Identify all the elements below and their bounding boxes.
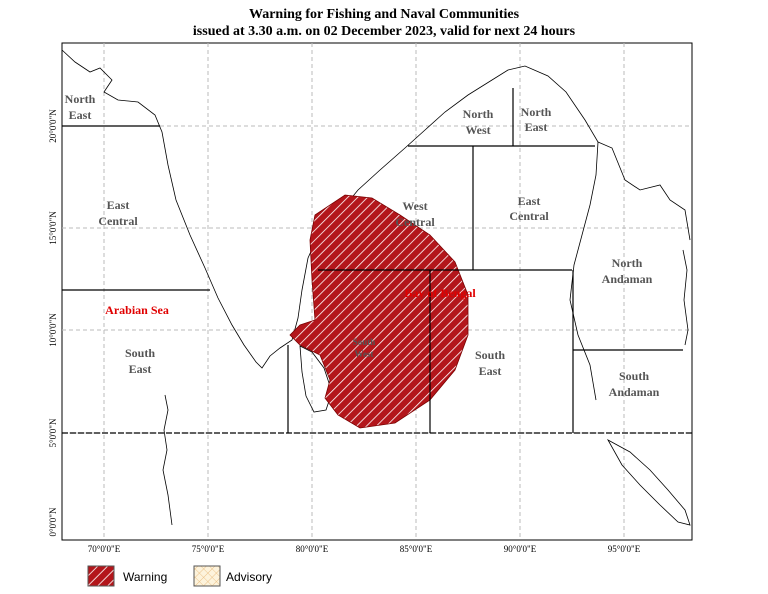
latitude-label: 5°0'0"N	[48, 418, 58, 447]
legend-label: Warning	[123, 570, 167, 584]
region-label: North	[521, 105, 552, 119]
sumatra	[606, 438, 691, 526]
subtitle: issued at 3.30 a.m. on 02 December 2023,…	[193, 24, 576, 39]
region-label: East	[107, 198, 130, 212]
longitude-labels: 70°0'0"E 75°0'0"E 80°0'0"E 85°0'0"E 90°0…	[88, 544, 641, 554]
region-label: East	[129, 362, 152, 376]
region-label: South	[475, 348, 505, 362]
legend-swatch	[193, 565, 221, 587]
warning-area	[289, 194, 469, 429]
sri-lanka	[299, 345, 333, 413]
coastline-path	[61, 49, 599, 401]
coastline	[61, 49, 691, 526]
latitude-label: 10°0'0"N	[48, 313, 58, 347]
region-label: South	[125, 346, 155, 360]
region-label: Andaman	[609, 385, 660, 399]
latitude-label: 0°0'0"N	[48, 507, 58, 536]
region-label: West	[355, 349, 374, 359]
longitude-label: 85°0'0"E	[400, 544, 433, 554]
region-label: North	[65, 92, 96, 106]
legend: Warning Advisory	[87, 565, 272, 587]
legend-label: Advisory	[226, 570, 272, 584]
lakshadweep-maldives	[162, 394, 173, 526]
legend-swatch	[87, 565, 115, 587]
latitude-label: 15°0'0"N	[48, 211, 58, 245]
title: Warning for Fishing and Naval Communitie…	[249, 7, 520, 22]
latitude-labels: 20°0'0"N 15°0'0"N 10°0'0"N 5°0'0"N 0°0'0…	[48, 109, 58, 537]
region-label: West	[402, 199, 427, 213]
sea-label: Bay of Bengal	[404, 286, 476, 300]
region-label: Andaman	[602, 272, 653, 286]
region-labels: North East East Central South East North…	[65, 92, 660, 399]
longitude-label: 75°0'0"E	[192, 544, 225, 554]
region-label: Central	[98, 214, 138, 228]
longitude-label: 95°0'0"E	[608, 544, 641, 554]
longitude-label: 80°0'0"E	[296, 544, 329, 554]
region-label: Central	[395, 215, 435, 229]
region-label: South	[619, 369, 649, 383]
region-label: South	[353, 337, 376, 347]
sea-label: Arabian Sea	[105, 303, 169, 317]
region-label: East	[525, 120, 548, 134]
region-label: West	[465, 123, 490, 137]
latitude-label: 20°0'0"N	[48, 109, 58, 143]
longitude-label: 90°0'0"E	[504, 544, 537, 554]
coastline-path	[597, 141, 691, 241]
region-label: East	[69, 108, 92, 122]
region-boundaries	[62, 88, 692, 434]
region-label: East	[518, 194, 541, 208]
region-label: East	[479, 364, 502, 378]
region-label: Central	[509, 209, 549, 223]
longitude-label: 70°0'0"E	[88, 544, 121, 554]
region-label: North	[612, 256, 643, 270]
andaman-islands	[682, 249, 689, 346]
region-label: North	[463, 107, 494, 121]
